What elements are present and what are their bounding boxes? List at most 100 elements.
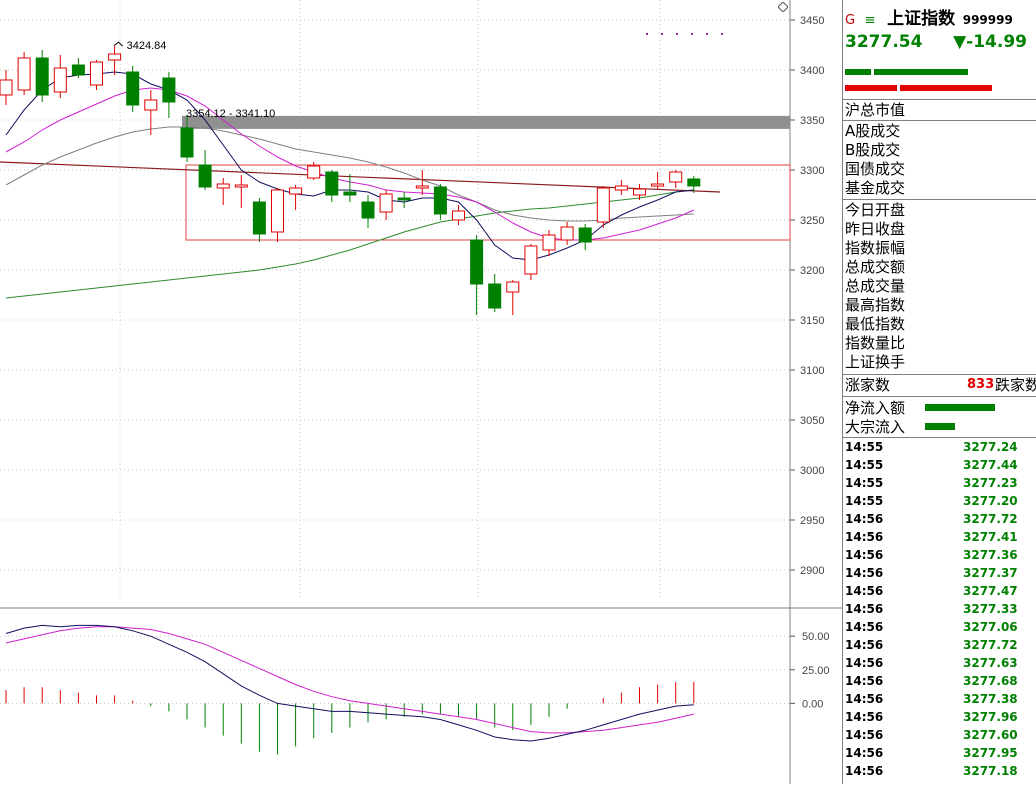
tick-price: 3277.38 — [963, 692, 1018, 706]
stat-label: 上证换手 — [845, 353, 906, 371]
tick-price: 3277.96 — [963, 710, 1018, 724]
y-axis-label: 3150 — [800, 315, 824, 327]
menu-lines-icon[interactable]: ≡ — [864, 13, 876, 28]
ma-long-line — [5, 189, 694, 299]
tick-time: 14:56 — [845, 602, 884, 616]
stat-label: 今日开盘 — [845, 201, 906, 219]
tick-time: 14:55 — [845, 476, 884, 490]
candle-body — [596, 187, 610, 223]
tick-row: 14:56 3277.47 — [843, 584, 1036, 602]
tick-row: 14:56 3277.41 — [843, 530, 1036, 548]
red-bar-2 — [900, 85, 992, 91]
y-axis-label: 3100 — [800, 365, 824, 377]
range-annotation: 3354.12 - 3341.10 — [186, 108, 275, 120]
y-axis-label: 3050 — [800, 415, 824, 427]
green-bar-1 — [845, 69, 871, 75]
stat-label: 昨日收盘 — [845, 220, 906, 238]
candle-body — [452, 210, 465, 221]
y-axis-label: 3250 — [800, 215, 824, 227]
candle-body — [0, 79, 13, 96]
tick-time: 14:56 — [845, 530, 884, 544]
marker-dot — [721, 33, 723, 35]
ma-slow-line — [5, 126, 694, 222]
tick-price: 3277.20 — [963, 494, 1018, 508]
candle-body — [180, 127, 194, 158]
stat-label: 最低指数 — [845, 315, 906, 333]
down-count-label: 跌家数 — [995, 376, 1036, 394]
quote-header: G ≡ 上证指数 999999 — [845, 4, 1013, 29]
g-mark[interactable]: G — [845, 13, 856, 28]
candle-body — [506, 281, 520, 293]
stat-label: A股成交 — [845, 122, 901, 140]
tick-price: 3277.63 — [963, 656, 1018, 670]
candle-body — [144, 99, 158, 111]
high-annotation: 3424.84 — [127, 40, 167, 52]
tick-row: 14:56 3277.63 — [843, 656, 1036, 674]
stat-label: 总成交额 — [845, 258, 906, 276]
tick-row: 14:56 3277.37 — [843, 566, 1036, 584]
index-code: 999999 — [962, 13, 1013, 27]
stat-label: 基金成交 — [845, 179, 906, 197]
tick-row: 14:56 3277.68 — [843, 674, 1036, 692]
divider — [843, 99, 1036, 100]
kline-chart-area[interactable]: 3450 3400 3350 3300 3250 3200 3150 3100 3050 3000… — [0, 0, 842, 784]
indicator-axis-label: 50.00 — [802, 631, 830, 643]
macd-dif-line — [5, 624, 694, 742]
divider — [843, 396, 1036, 397]
kline-chart[interactable]: 3450 3400 3350 3300 3250 3200 3150 3100 3050 3000… — [0, 0, 842, 784]
marker-dot — [646, 33, 648, 35]
tick-time: 14:56 — [845, 620, 884, 634]
candle-body — [560, 226, 574, 241]
candle-body — [687, 178, 701, 187]
up-count: 833 — [967, 377, 995, 392]
y-axis-label: 3200 — [800, 265, 824, 277]
net-inflow-bar — [925, 404, 995, 411]
tick-price: 3277.23 — [963, 476, 1018, 490]
indicator-axis-label: 25.00 — [802, 665, 830, 677]
y-axis-label: 3000 — [800, 465, 824, 477]
tick-row: 14:56 3277.72 — [843, 638, 1036, 656]
candle-body — [162, 77, 176, 103]
stat-label: 指数振幅 — [845, 239, 906, 257]
tick-time: 14:56 — [845, 548, 884, 562]
red-bar-1 — [845, 85, 897, 91]
tick-price: 3277.47 — [963, 584, 1018, 598]
tick-price: 3277.37 — [963, 566, 1018, 580]
block-inflow-bar — [925, 423, 955, 430]
tick-price: 3277.33 — [963, 602, 1018, 616]
y-axis-label: 2950 — [800, 515, 824, 527]
marker-dot — [706, 33, 708, 35]
y-axis-label: 2900 — [800, 565, 824, 577]
tick-row: 14:56 3277.18 — [843, 764, 1036, 782]
divider — [843, 120, 1036, 121]
candle-body — [234, 184, 248, 188]
y-axis-label: 3350 — [800, 115, 824, 127]
stat-label: 国债成交 — [845, 160, 906, 178]
candle-body — [35, 57, 49, 96]
quote-panel: G ≡ 上证指数 999999 3277.54 ▼-14.99 涨家数 833 … — [842, 0, 1036, 784]
y-axis-label: 3450 — [800, 15, 824, 27]
tick-price: 3277.24 — [963, 440, 1018, 454]
candle-body — [325, 171, 339, 196]
tick-time: 14:56 — [845, 746, 884, 760]
tick-time: 14:56 — [845, 638, 884, 652]
candle-body — [669, 171, 683, 183]
candle-body — [361, 201, 375, 219]
tick-price: 3277.36 — [963, 548, 1018, 562]
tick-price: 3277.95 — [963, 746, 1018, 760]
candle-body — [651, 183, 665, 187]
stat-label: 总成交量 — [845, 277, 906, 295]
tick-time: 14:55 — [845, 494, 884, 508]
candle-body — [542, 234, 556, 251]
diamond-icon[interactable] — [778, 2, 788, 12]
current-price: 3277.54 — [845, 32, 923, 52]
candle-body — [470, 239, 484, 285]
tick-price: 3277.06 — [963, 620, 1018, 634]
candle-body — [271, 189, 284, 233]
candle-body — [379, 193, 393, 213]
tick-row: 14:55 3277.24 — [843, 440, 1036, 458]
tick-row: 14:55 3277.23 — [843, 476, 1036, 494]
tick-time: 14:56 — [845, 710, 884, 724]
tick-time: 14:56 — [845, 764, 884, 778]
candle-body — [198, 164, 212, 188]
